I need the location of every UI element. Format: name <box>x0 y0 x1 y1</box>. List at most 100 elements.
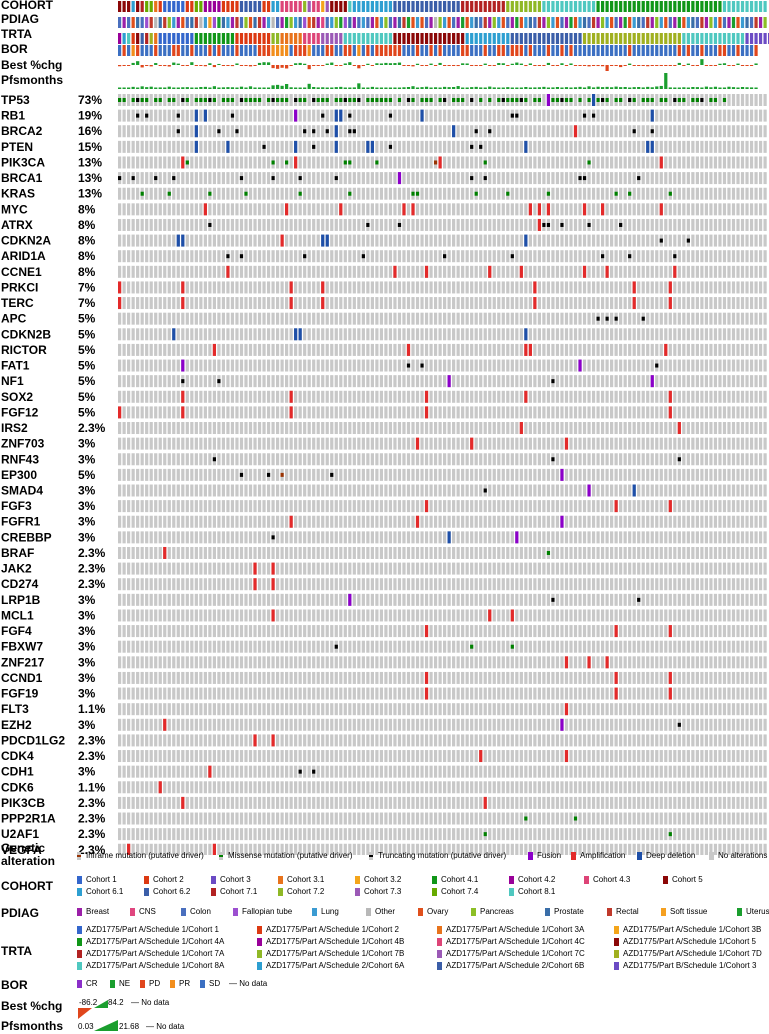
gene-cell <box>176 406 180 419</box>
gene-cell <box>167 422 171 435</box>
gene-cell <box>212 187 217 200</box>
pfs-bar <box>176 87 180 89</box>
gene-cell <box>560 359 564 372</box>
gene-cell <box>334 328 338 341</box>
track-bor-cell <box>551 45 555 56</box>
best-pchg-bar <box>312 65 316 66</box>
gene-cell <box>763 265 767 278</box>
alteration-mis <box>614 98 618 102</box>
alteration-amp <box>321 297 325 310</box>
gene-cell <box>596 422 600 435</box>
gene-cell <box>497 218 501 231</box>
gene-cell <box>208 453 212 466</box>
track-pdiag-cell <box>614 17 618 28</box>
gene-cell <box>650 328 654 341</box>
gene-cell <box>370 187 374 200</box>
gene-cell <box>411 125 415 138</box>
gene-cell <box>275 281 280 294</box>
gene-cell <box>352 109 356 122</box>
track-bor-cell <box>154 45 158 56</box>
gene-cell <box>691 281 695 294</box>
track-pdiag-cell <box>470 17 474 28</box>
gene-name: SOX2 <box>1 390 33 404</box>
best-pchg-bar <box>470 65 474 66</box>
track-pdiag-cell <box>429 17 433 28</box>
alteration-amp <box>181 281 185 294</box>
track-bor-cell <box>257 45 262 56</box>
gene-cell <box>542 422 546 435</box>
gene-cell <box>348 297 352 310</box>
gene-cell <box>438 125 442 138</box>
gene-cell <box>713 187 718 200</box>
gene-cell <box>578 187 582 200</box>
gene-cell <box>474 390 478 403</box>
gene-cell <box>749 187 754 200</box>
gene-cell <box>659 484 663 497</box>
gene-cell <box>456 312 460 325</box>
alteration-mis <box>253 98 257 102</box>
gene-cell <box>443 484 447 497</box>
gene-cell <box>551 250 555 263</box>
gene-cell <box>370 343 374 356</box>
gene-cell <box>429 203 433 216</box>
gene-cell <box>537 390 542 403</box>
gene-cell <box>610 265 614 278</box>
gene-row: SOX2 5% <box>1 390 767 404</box>
gene-cell <box>713 265 718 278</box>
gene-cell <box>348 218 352 231</box>
gene-cell <box>334 484 338 497</box>
gene-cell <box>280 484 284 497</box>
gene-cell <box>628 406 632 419</box>
gene-cell <box>569 437 573 450</box>
gene-cell <box>330 250 334 263</box>
gene-cell <box>402 281 406 294</box>
track-trta-cell <box>330 33 334 44</box>
track-bor-cell <box>321 45 325 56</box>
gene-cell <box>244 437 248 450</box>
track-trta-cell <box>587 33 591 44</box>
gene-cell <box>266 312 271 325</box>
gene-cell <box>303 453 307 466</box>
gene-cell <box>524 218 528 231</box>
track-bor-cell <box>221 45 226 56</box>
gene-cell <box>623 109 627 122</box>
pfs-bar <box>659 85 663 89</box>
alteration-mis <box>546 191 551 196</box>
gene-cell <box>140 203 144 216</box>
gene-cell <box>709 468 713 481</box>
gene-cell <box>673 359 677 372</box>
track-bor-cell <box>316 45 320 56</box>
best-pchg-bar <box>745 65 749 66</box>
gene-cell <box>691 312 695 325</box>
gene-cell <box>402 140 406 153</box>
gene-cell <box>591 328 596 341</box>
gene-cell <box>352 140 356 153</box>
track-cohort-cell <box>474 1 478 12</box>
gene-cell <box>158 218 162 231</box>
track-bor-cell <box>203 45 207 56</box>
gene-cell <box>136 187 140 200</box>
gene-cell <box>181 484 185 497</box>
gene-cell <box>375 250 379 263</box>
gene-cell <box>447 406 451 419</box>
alteration-fus <box>294 109 298 122</box>
gene-cell <box>298 250 302 263</box>
gene-cell <box>348 250 352 263</box>
gene-cell <box>763 281 767 294</box>
gene-cell <box>524 437 528 450</box>
gene-cell <box>366 187 370 200</box>
pfs-bar <box>366 87 370 89</box>
gene-cell <box>181 187 185 200</box>
gene-cell <box>560 422 564 435</box>
gene-cell <box>420 390 424 403</box>
gene-cell <box>470 297 474 310</box>
gene-cell <box>628 218 632 231</box>
track-trta-cell <box>664 33 668 44</box>
gene-cell <box>745 484 749 497</box>
gene-cell <box>275 375 280 388</box>
gene-cell <box>199 109 203 122</box>
gene-cell <box>393 140 397 153</box>
gene-cell <box>537 406 542 419</box>
gene-name: IRS2 <box>1 421 28 435</box>
gene-cell <box>488 343 492 356</box>
